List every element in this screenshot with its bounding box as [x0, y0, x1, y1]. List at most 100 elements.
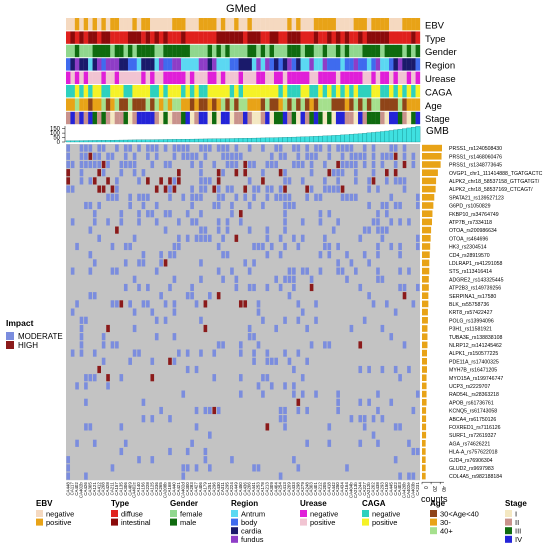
mutation-cell	[123, 439, 128, 447]
mutation-cell	[150, 415, 155, 423]
gmb-bar	[185, 139, 191, 143]
mutation-cell	[84, 316, 88, 324]
annotation-cell	[256, 98, 261, 111]
annotation-cell	[282, 71, 288, 84]
annotation-cell	[393, 85, 399, 98]
annotation-cell	[313, 98, 319, 111]
sample-label: CA279	[300, 482, 305, 496]
mutation-cell	[358, 152, 363, 160]
gene-label: AGA_rs74626221	[449, 441, 490, 447]
gmb-bar	[256, 137, 261, 143]
gmb-bar	[393, 129, 399, 143]
mutation-cell	[300, 218, 305, 226]
mutation-cell	[110, 464, 115, 472]
mutation-cell	[380, 324, 385, 333]
mutation-cell	[168, 251, 172, 259]
gene-label: ADGRE2_rs143325445	[449, 277, 504, 283]
mutation-cell	[146, 210, 150, 218]
mutation-cell	[367, 259, 371, 267]
annotation-cell	[384, 111, 390, 125]
annotation-cell	[70, 18, 75, 31]
sample-label: CA426b	[402, 482, 407, 498]
annotation-cell	[260, 98, 266, 111]
mutation-cell	[119, 210, 124, 218]
mutation-cell	[163, 144, 168, 152]
mutation-cell	[309, 341, 314, 349]
annotation-cell	[278, 85, 283, 98]
mutation-cell	[115, 226, 119, 234]
mutation-cell	[141, 398, 146, 406]
mutation-cell	[340, 169, 345, 177]
mutation-cell	[305, 324, 309, 333]
annotation-cell	[269, 111, 275, 125]
sample-label: CA164	[344, 482, 349, 496]
annotation-cell	[212, 18, 217, 31]
mutation-cell	[230, 160, 234, 169]
mutation-cell	[371, 218, 376, 226]
mutation-cell	[252, 349, 256, 357]
mutation-cell	[159, 259, 163, 267]
count-bar	[422, 440, 426, 447]
mutation-cell	[106, 177, 110, 185]
gmb-bar	[176, 139, 182, 143]
mutation-cell	[345, 251, 349, 259]
sample-label: CA157	[114, 482, 119, 496]
annotation-cell	[287, 58, 292, 71]
annotation-cell	[353, 31, 359, 44]
mutation-cell	[274, 144, 278, 152]
mutation-cell	[252, 283, 256, 292]
annotation-cell	[393, 44, 399, 58]
annotation-cell	[96, 111, 102, 125]
annotation-cell	[123, 44, 129, 58]
mutation-cell	[150, 160, 155, 169]
annotation-cell	[127, 111, 133, 125]
count-bar	[422, 341, 428, 349]
mutation-cell	[411, 447, 416, 456]
annotation-cell	[176, 58, 182, 71]
annotation-cell	[176, 111, 182, 125]
mutation-cell	[278, 283, 283, 292]
annotation-cell	[318, 58, 323, 71]
mutation-cell	[208, 292, 212, 300]
mutation-cell	[274, 324, 278, 333]
annotation-cell	[96, 98, 102, 111]
mutation-cell	[216, 218, 221, 226]
annotation-cell	[101, 111, 106, 125]
annotation-cell	[256, 58, 261, 71]
mutation-cell	[238, 349, 243, 357]
annotation-cell	[375, 44, 381, 58]
mutation-cell	[300, 160, 305, 169]
annotation-cell	[260, 71, 266, 84]
mutation-cell	[110, 242, 115, 251]
count-bar	[422, 169, 438, 176]
annotation-cell	[74, 58, 80, 71]
gmb-bar	[238, 138, 244, 143]
mutation-cell	[199, 160, 203, 169]
mutation-cell	[256, 464, 261, 472]
annotation-cell	[119, 31, 124, 44]
mutation-cell	[278, 234, 283, 242]
count-bar	[422, 382, 427, 390]
sample-label: CA436	[242, 482, 247, 496]
mutation-cell	[283, 226, 287, 234]
mutation-cell	[371, 152, 376, 160]
annotation-cell	[194, 98, 199, 111]
mutation-cell	[123, 144, 128, 152]
mutation-cell	[128, 144, 132, 152]
mutation-cell	[407, 365, 411, 374]
annotation-cell	[203, 31, 208, 44]
mutation-cell	[327, 251, 332, 259]
annotation-cell	[114, 44, 120, 58]
count-bar	[422, 153, 442, 160]
mutation-cell	[75, 382, 79, 390]
gmb-tick-label: 100	[50, 131, 61, 137]
mutation-cell	[362, 423, 367, 431]
annotation-cell	[415, 98, 421, 111]
annotation-cell	[150, 85, 155, 98]
mutation-cell	[119, 374, 124, 382]
gmb-bar	[287, 137, 292, 143]
annotation-cell	[273, 18, 279, 31]
annotation-cell	[353, 44, 359, 58]
mutation-cell	[150, 357, 155, 365]
annotation-cell	[88, 58, 93, 71]
